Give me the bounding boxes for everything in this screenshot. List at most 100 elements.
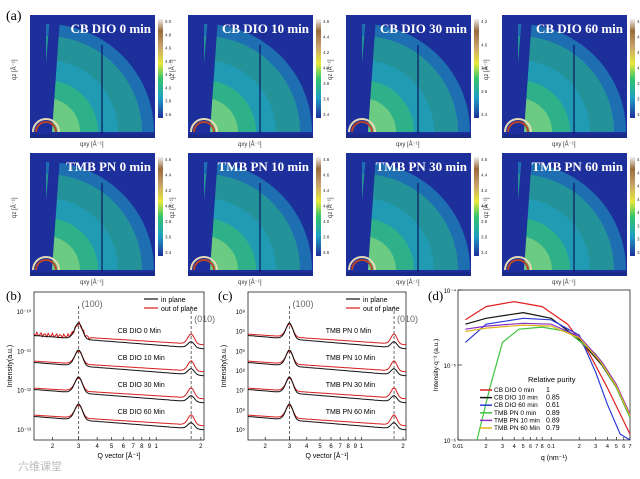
beamstop-shadow xyxy=(356,155,376,270)
series-in-plane xyxy=(247,322,407,350)
map-ylabel: qz [Å⁻¹] xyxy=(169,59,176,80)
colorbar-tick: 4.2 xyxy=(323,50,330,55)
beamstop-shadow xyxy=(512,155,532,270)
curve-label: CB DIO 0 Min xyxy=(118,328,161,335)
colorbar-tick: 3.4 xyxy=(637,250,640,255)
colorbar-tick: 3.6 xyxy=(481,89,488,94)
map-title: TMB PN 60 min xyxy=(532,159,624,174)
map-xlabel: qxy [Å⁻¹] xyxy=(80,279,104,286)
series-in-plane xyxy=(33,322,205,350)
peak-label: (100) xyxy=(292,299,313,309)
series-out-of-plane xyxy=(33,404,205,427)
series-out-of-plane xyxy=(33,377,205,400)
series-in-plane xyxy=(247,403,407,431)
colorbar-tick: 4.0 xyxy=(481,42,488,47)
map-xlabel: qxy [Å⁻¹] xyxy=(396,141,420,148)
x-tick-label: 2 xyxy=(485,444,488,450)
colorbar-tick: 4.0 xyxy=(165,204,172,209)
y-tick-label: 10⁻¹³ xyxy=(17,428,31,434)
horizon-strip xyxy=(346,272,471,276)
colorbar-tick: 4.2 xyxy=(165,188,172,193)
colorbar-tick: 4.6 xyxy=(323,19,330,24)
legend-purity: 0.85 xyxy=(546,395,560,402)
panel-label-d: (d) xyxy=(428,288,443,303)
colorbar-tick: 4.2 xyxy=(481,19,488,24)
map-ylabel: qz [Å⁻¹] xyxy=(11,59,18,80)
y-axis-label: Intensity(a.u.) xyxy=(7,345,14,387)
y-tick-label: 10⁻¹¹ xyxy=(17,349,31,355)
x-tick-label: 2 xyxy=(264,444,268,450)
beamstop-shadow xyxy=(356,17,376,132)
panel-label-c: (c) xyxy=(218,288,232,303)
map-ylabel: qz [Å⁻¹] xyxy=(483,59,490,80)
colorbar-tick: 4.8 xyxy=(637,157,640,162)
colorbar-tick: 4.0 xyxy=(323,66,330,71)
beamstop-shadow xyxy=(512,17,532,132)
colorbar-tick: 4.4 xyxy=(637,35,640,40)
colorbar-tick: 3.8 xyxy=(323,235,330,240)
legend-purity: 1 xyxy=(546,387,550,394)
gixd-map-5: TMB PN 0 min qz [Å⁻¹] qxy [Å⁻¹] 4.6 4.4 4.2 4.… xyxy=(11,153,172,286)
colorbar-tick: 4.4 xyxy=(637,184,640,189)
legend-entry: TMB PN 10 min xyxy=(494,417,540,424)
x-tick-label: 2 xyxy=(51,444,55,450)
colorbar-tick: 4.6 xyxy=(637,170,640,175)
colorbar-tick: 3.6 xyxy=(481,235,488,240)
colorbar xyxy=(630,19,635,118)
curve-label: TMB PN 0 Min xyxy=(326,328,372,335)
gixd-map-8: TMB PN 60 min qz [Å⁻¹] qxy [Å⁻¹] 4.8 4.6 4.4 4… xyxy=(483,153,640,286)
x-tick-label: 4 xyxy=(305,444,309,450)
map-xlabel: qxy [Å⁻¹] xyxy=(552,141,576,148)
colorbar-tick: 4.4 xyxy=(165,59,172,64)
beamstop-shadow xyxy=(40,155,60,270)
ring-100-inner xyxy=(351,121,373,133)
ring-100-inner xyxy=(351,259,373,271)
series-out-of-plane xyxy=(247,377,407,400)
x-tick-label: 6 xyxy=(329,444,333,450)
colorbar-tick: 3.8 xyxy=(637,81,640,86)
colorbar-tick: 4.4 xyxy=(481,173,488,178)
x-tick-label: 6 xyxy=(529,444,532,450)
colorbar-tick: 3.8 xyxy=(323,81,330,86)
x-tick-label: 2 xyxy=(199,444,203,450)
x-axis-label: Q vector [Å⁻¹] xyxy=(306,451,349,460)
x-tick-label: 7 xyxy=(339,444,343,450)
x-tick-label: 9 xyxy=(354,444,358,450)
x-tick-label: 8 xyxy=(541,444,544,450)
legend-purity: 0.89 xyxy=(546,417,560,424)
ring-100 xyxy=(348,118,376,133)
series-in-plane xyxy=(33,349,205,377)
panel-b-chart: in plane out of plane (100) (010) CB DIO 0 M… xyxy=(7,291,215,460)
colorbar xyxy=(630,157,635,256)
map-title: CB DIO 60 min xyxy=(536,21,624,36)
panel-label-a: (a) xyxy=(6,9,22,24)
map-ylabel: qz [Å⁻¹] xyxy=(169,197,176,218)
x-tick-label: 3 xyxy=(288,444,292,450)
colorbar-tick: 3.8 xyxy=(165,219,172,224)
legend-purity: 0.61 xyxy=(546,402,560,409)
y-tick-label: 10⁸ xyxy=(236,309,246,316)
ring-100 xyxy=(32,256,60,271)
y-axis-label: Intensity(a.u.) xyxy=(221,345,228,387)
x-tick-label: 8 xyxy=(140,444,144,450)
colorbar xyxy=(474,157,479,256)
x-tick-label: 3 xyxy=(77,444,81,450)
colorbar-tick: 4.2 xyxy=(165,72,172,77)
colorbar-tick: 3.4 xyxy=(637,112,640,117)
x-axis-label: q (nm⁻¹) xyxy=(541,455,567,462)
colorbar xyxy=(158,157,163,256)
plot-frame xyxy=(33,291,205,441)
horizon-strip xyxy=(30,134,155,138)
horizon-strip xyxy=(502,272,627,276)
y-tick-label: 10⁹ xyxy=(236,348,246,355)
series-line xyxy=(465,322,631,415)
series-out-of-plane xyxy=(247,323,407,346)
x-tick-label: 4 xyxy=(96,444,100,450)
ring-100 xyxy=(32,118,60,133)
x-axis-label: Q vector [Å⁻¹] xyxy=(98,451,141,460)
colorbar-tick: 3.4 xyxy=(481,250,488,255)
x-tick-label: 2 xyxy=(401,444,405,450)
colorbar-tick: 4.0 xyxy=(323,219,330,224)
map-ylabel: qz [Å⁻¹] xyxy=(483,197,490,218)
